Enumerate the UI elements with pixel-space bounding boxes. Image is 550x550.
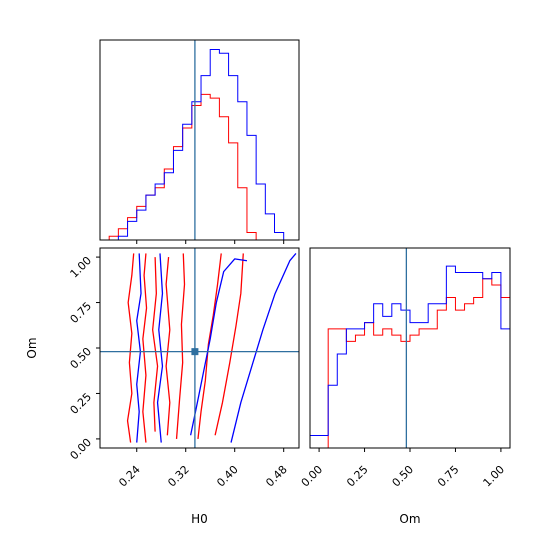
h0-tick-label: 0.32 <box>165 463 192 490</box>
om-hist-tick-label: 0.00 <box>299 463 326 490</box>
om-tick-label: 0.50 <box>68 345 95 372</box>
contour-red-5 <box>197 253 222 439</box>
om-y-axis-label: Om <box>25 337 39 358</box>
om-tick-label: 0.25 <box>68 390 95 417</box>
om-histogram-blue <box>309 265 511 448</box>
h0-axis-label: H0 <box>191 512 208 526</box>
om-histogram-frame <box>309 247 511 449</box>
h0-tick-label: 0.48 <box>263 463 290 490</box>
contour-blue-7 <box>136 253 142 443</box>
om-histogram-red <box>310 278 510 449</box>
om-tick-label: 0.75 <box>68 299 95 326</box>
contour-blue-9 <box>189 258 248 436</box>
truth-marker <box>191 348 199 356</box>
om-hist-tick-label: 1.00 <box>481 463 508 490</box>
contour-red-0 <box>126 253 135 443</box>
contour-red-2 <box>152 257 159 432</box>
h0-tick-label: 0.24 <box>116 463 143 490</box>
om-x-axis-label: Om <box>399 512 420 526</box>
contour-red-3 <box>165 257 171 436</box>
contour-blue-8 <box>156 253 164 443</box>
contour-blue-10 <box>230 253 297 443</box>
joint-contours <box>126 253 297 443</box>
om-hist-tick-label: 0.75 <box>435 463 462 490</box>
contour-red-4 <box>175 253 186 439</box>
om-tick-label: 1.00 <box>68 254 95 281</box>
joint-frame <box>99 247 300 449</box>
om-hist-tick-label: 0.50 <box>390 463 417 490</box>
om-hist-tick-label: 0.25 <box>344 463 371 490</box>
h0-histogram-blue <box>109 49 293 241</box>
om-tick-label: 0.00 <box>68 436 95 463</box>
contour-red-6 <box>214 253 244 436</box>
contour-red-1 <box>142 253 148 443</box>
h0-tick-label: 0.40 <box>214 463 241 490</box>
h0-histogram-frame <box>99 39 300 241</box>
